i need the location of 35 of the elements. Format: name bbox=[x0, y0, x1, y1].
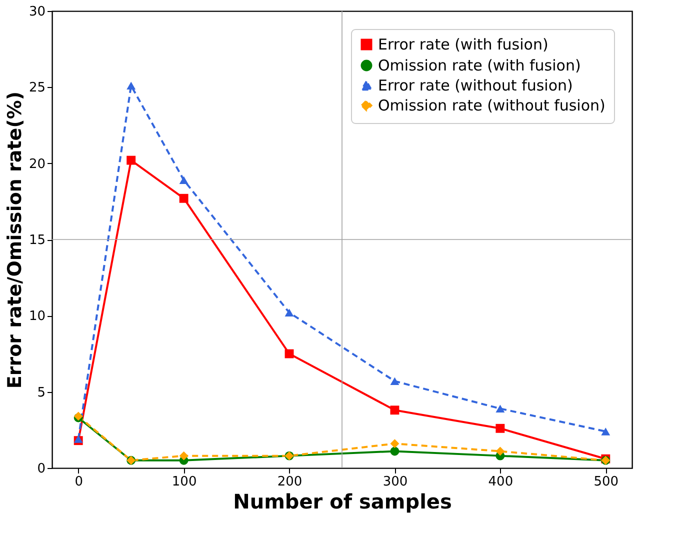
y-axis-title: Error rate/Omission rate(%) bbox=[4, 91, 26, 389]
point bbox=[179, 194, 188, 203]
point bbox=[179, 176, 188, 184]
point bbox=[390, 377, 400, 386]
point bbox=[126, 82, 136, 90]
y-tick-label: 30 bbox=[28, 4, 46, 20]
point bbox=[496, 446, 505, 456]
y-tick-label: 15 bbox=[28, 233, 46, 248]
x-axis-title: Number of samples bbox=[233, 490, 452, 514]
y-tick-label: 5 bbox=[37, 385, 46, 400]
y-tick-label: 20 bbox=[28, 156, 46, 172]
point bbox=[74, 435, 83, 443]
y-tick-label: 25 bbox=[28, 80, 46, 96]
y-tick-label: 0 bbox=[37, 462, 46, 476]
point bbox=[390, 439, 400, 448]
point bbox=[284, 349, 294, 358]
point bbox=[126, 156, 136, 165]
legend-label: Omission rate (with fusion) bbox=[378, 56, 581, 74]
y-tick-label: 10 bbox=[28, 309, 46, 324]
point bbox=[390, 406, 400, 415]
legend-label: Omission rate (without fusion) bbox=[378, 96, 606, 114]
x-tick-label: 400 bbox=[488, 474, 514, 490]
x-tick-label: 200 bbox=[277, 474, 302, 490]
x-tick-label: 100 bbox=[172, 474, 197, 490]
x-tick-label: 500 bbox=[594, 474, 619, 490]
legend-label: Error rate (without fusion) bbox=[378, 76, 573, 94]
point bbox=[496, 404, 505, 412]
point bbox=[284, 308, 294, 316]
point bbox=[179, 451, 188, 460]
x-tick-label: 300 bbox=[382, 474, 408, 490]
point bbox=[390, 446, 400, 456]
point bbox=[496, 424, 505, 433]
x-tick-label: 0 bbox=[74, 474, 84, 490]
legend-label: Error rate (with fusion) bbox=[378, 36, 548, 54]
point bbox=[601, 428, 610, 436]
